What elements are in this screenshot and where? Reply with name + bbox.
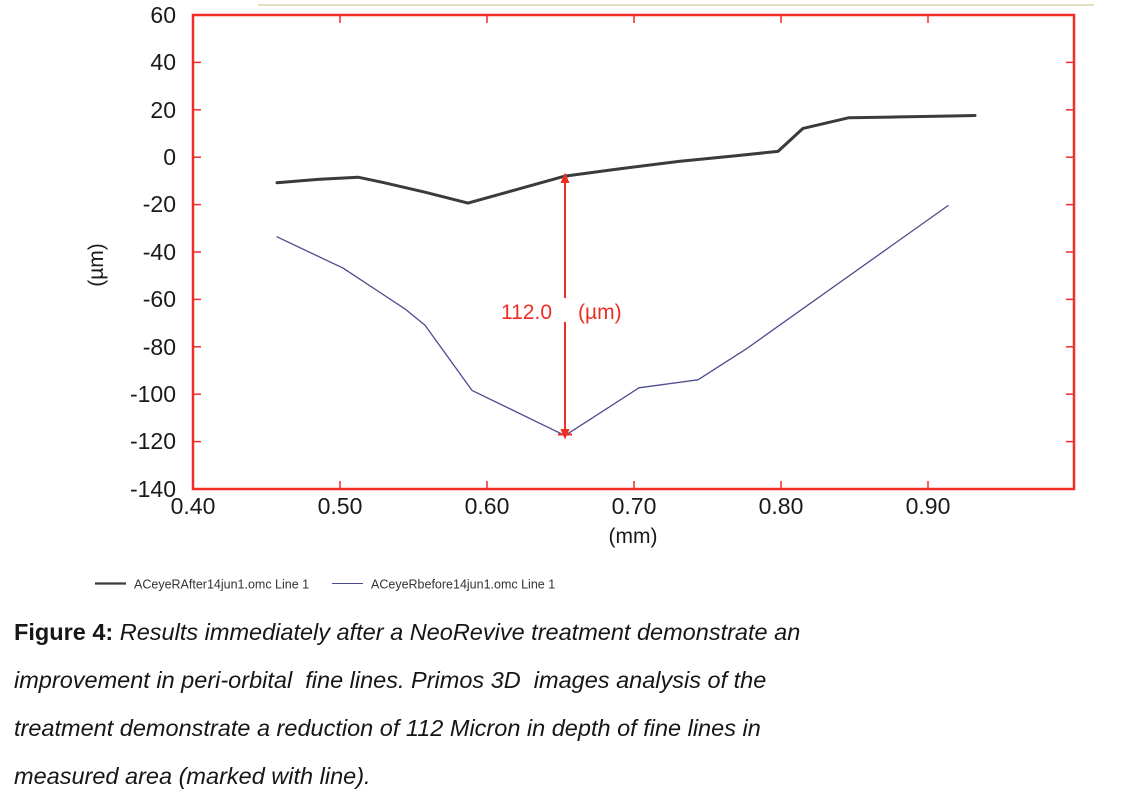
svg-text:112.0: 112.0 xyxy=(501,301,552,324)
svg-text:-60: -60 xyxy=(143,286,176,312)
svg-text:ACeyeRAfter14jun1.omc Line 1: ACeyeRAfter14jun1.omc Line 1 xyxy=(134,578,309,592)
svg-text:0.70: 0.70 xyxy=(612,493,657,519)
svg-text:(mm): (mm) xyxy=(609,525,658,548)
svg-text:(µm): (µm) xyxy=(578,301,622,324)
svg-text:0: 0 xyxy=(163,144,176,170)
svg-text:0.50: 0.50 xyxy=(318,493,363,519)
svg-text:0.80: 0.80 xyxy=(759,493,804,519)
svg-text:40: 40 xyxy=(150,49,176,75)
svg-text:60: 60 xyxy=(150,2,176,28)
svg-text:-20: -20 xyxy=(143,191,176,217)
svg-text:-40: -40 xyxy=(143,239,176,265)
svg-text:(µm): (µm) xyxy=(85,243,108,287)
svg-text:ACeyeRbefore14jun1.omc Line 1: ACeyeRbefore14jun1.omc Line 1 xyxy=(371,578,555,592)
svg-text:-140: -140 xyxy=(130,476,176,502)
svg-text:-100: -100 xyxy=(130,381,176,407)
svg-text:-120: -120 xyxy=(130,428,176,454)
svg-text:0.90: 0.90 xyxy=(906,493,951,519)
svg-text:0.40: 0.40 xyxy=(171,493,216,519)
svg-text:-80: -80 xyxy=(143,334,176,360)
svg-text:0.60: 0.60 xyxy=(465,493,510,519)
svg-text:20: 20 xyxy=(150,97,176,123)
